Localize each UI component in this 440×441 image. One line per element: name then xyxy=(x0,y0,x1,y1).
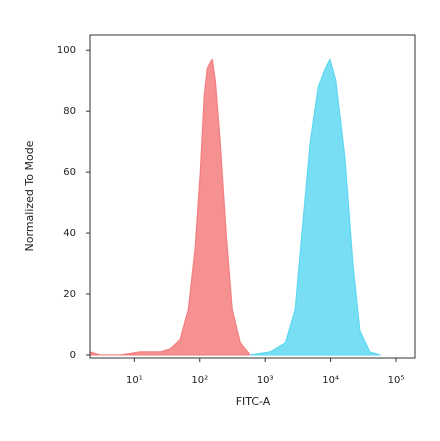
x-axis-label: FITC-A xyxy=(236,395,271,408)
plot-frame xyxy=(89,34,416,359)
y-tick-label: 0 xyxy=(70,350,76,361)
y-tick-label: 20 xyxy=(63,289,76,300)
y-tick-label: 40 xyxy=(63,228,76,239)
x-tick-label: 10² xyxy=(191,375,208,386)
x-tick-label: 10⁴ xyxy=(322,375,339,386)
x-tick-label: 10³ xyxy=(257,375,274,386)
histogram-area xyxy=(89,58,251,356)
x-tick-label: 10⁵ xyxy=(388,375,405,386)
histogram-area xyxy=(249,58,381,356)
y-tick-label: 80 xyxy=(63,106,76,117)
x-tick-label: 10¹ xyxy=(126,375,143,386)
y-tick-label: 60 xyxy=(63,167,76,178)
y-tick-label: 100 xyxy=(57,45,76,56)
y-axis-label: Normalized To Mode xyxy=(23,140,36,251)
